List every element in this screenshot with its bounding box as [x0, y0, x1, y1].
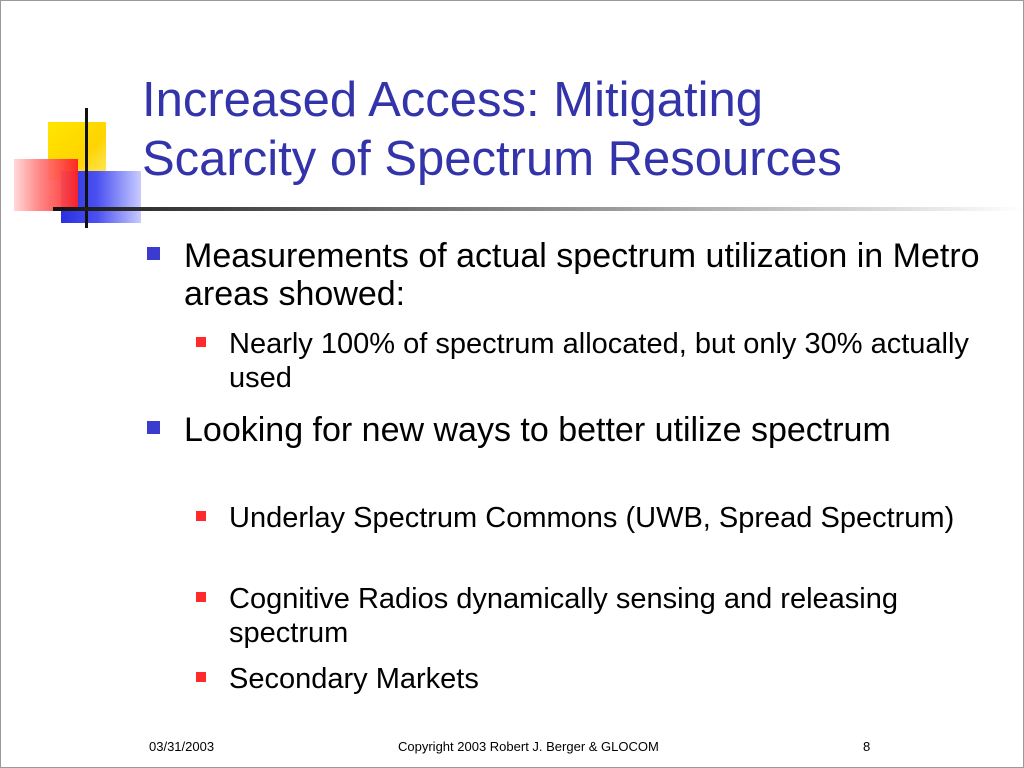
slide-title: Increased Access: Mitigating Scarcity of… — [142, 71, 1002, 189]
square-bullet-icon — [196, 337, 206, 347]
footer-page-number: 8 — [863, 739, 871, 754]
bullet-level1-item: Measurements of actual spectrum utilizat… — [147, 237, 984, 313]
bullet-text: Underlay Spectrum Commons (UWB, Spread S… — [229, 502, 955, 534]
bullet-text: Secondary Markets — [229, 663, 479, 695]
decorative-red-square — [14, 159, 78, 211]
footer-copyright: Copyright 2003 Robert J. Berger & GLOCOM — [398, 739, 659, 754]
bullet-text: Nearly 100% of spectrum allocated, but o… — [229, 328, 969, 394]
bullet-text: Looking for new ways to better utilize s… — [184, 411, 891, 449]
decorative-vertical-line — [85, 108, 88, 228]
square-bullet-icon — [196, 511, 206, 521]
bullet-text: Cognitive Radios dynamically sensing and… — [229, 583, 898, 649]
bullet-level2-item: Underlay Spectrum Commons (UWB, Spread S… — [196, 501, 989, 535]
square-bullet-icon — [196, 672, 206, 682]
square-bullet-icon — [147, 421, 160, 434]
bullet-level2-item: Nearly 100% of spectrum allocated, but o… — [196, 327, 989, 395]
footer-date: 03/31/2003 — [149, 739, 215, 754]
slide-title-line-1: Increased Access: Mitigating — [142, 73, 763, 127]
bullet-level2-item: Cognitive Radios dynamically sensing and… — [196, 582, 989, 650]
title-underline-rule — [53, 207, 1023, 211]
square-bullet-icon — [196, 592, 206, 602]
bullet-text: Measurements of actual spectrum utilizat… — [184, 237, 980, 313]
slide-title-line-2: Scarcity of Spectrum Resources — [142, 132, 842, 186]
bullet-level2-item: Secondary Markets — [196, 662, 989, 696]
square-bullet-icon — [147, 247, 160, 260]
bullet-level1-item: Looking for new ways to better utilize s… — [147, 411, 984, 449]
